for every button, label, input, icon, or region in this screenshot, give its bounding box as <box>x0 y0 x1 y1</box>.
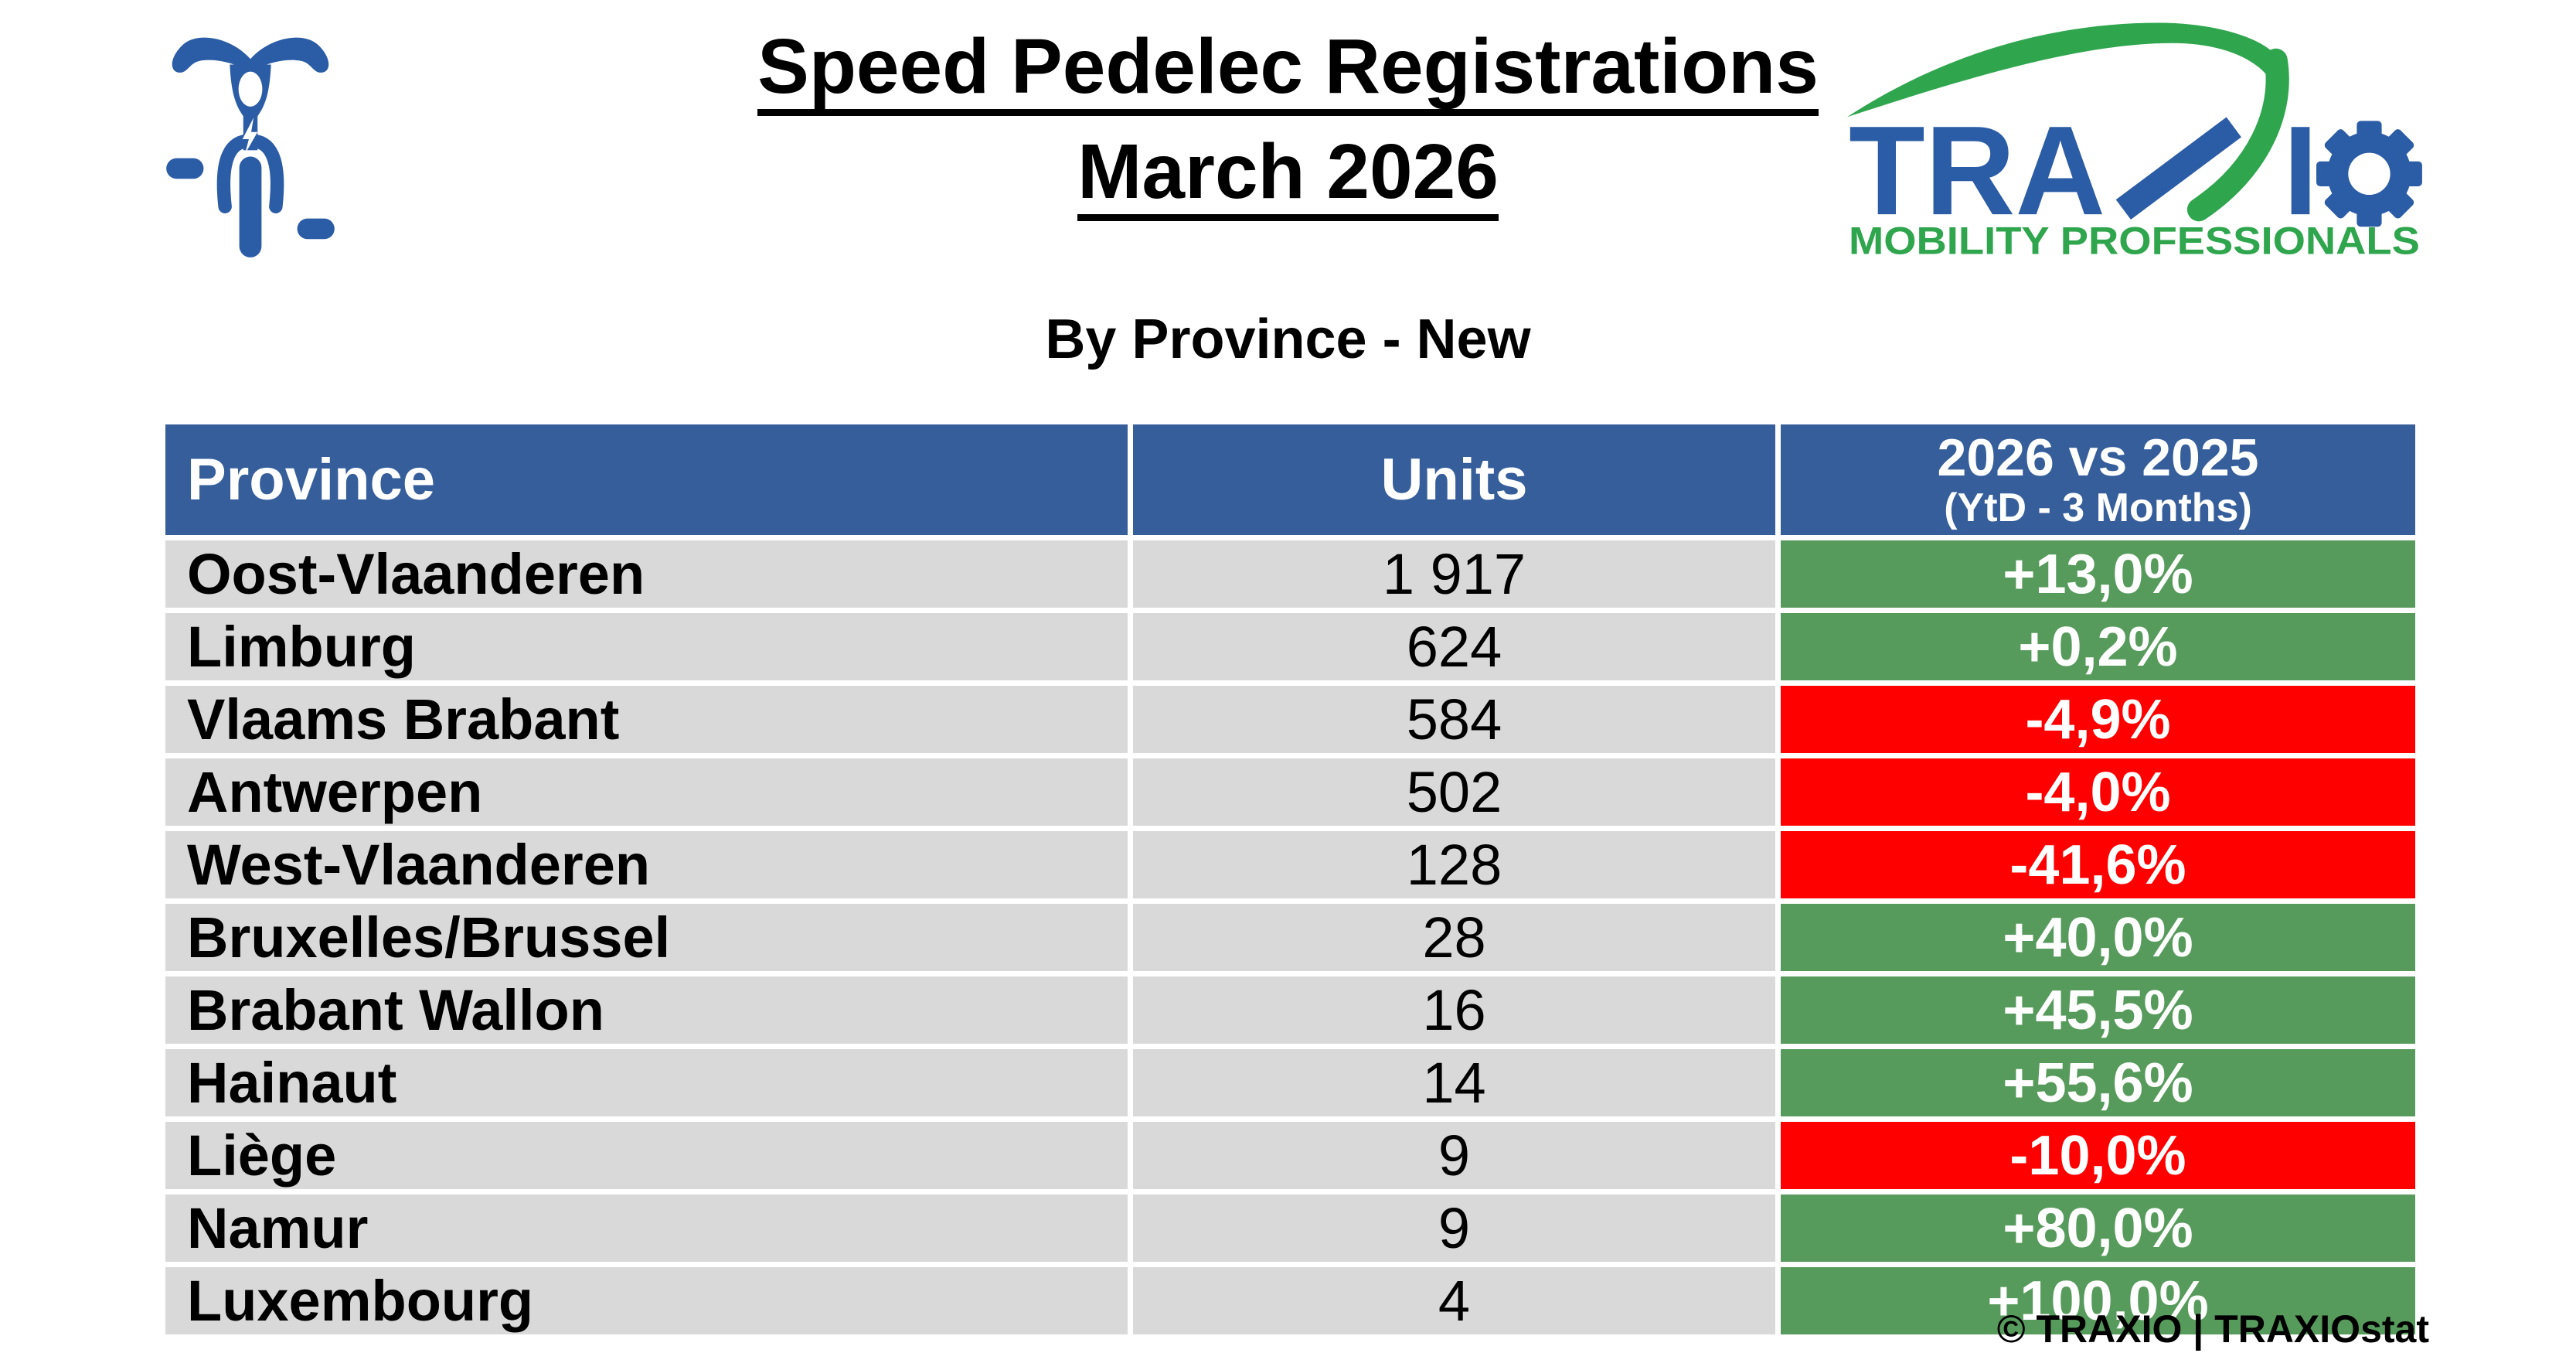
province-cell: West-Vlaanderen <box>160 826 1133 904</box>
province-cell: Brabant Wallon <box>160 971 1133 1049</box>
province-cell: Bruxelles/Brussel <box>160 898 1133 976</box>
column-header-change-sub: (YtD - 3 Months) <box>1944 485 2252 530</box>
province-cell: Liège <box>160 1116 1133 1195</box>
change-cell: -41,6% <box>1775 826 2421 904</box>
table-body: Oost-Vlaanderen 1 917 +13,0% Limburg 624… <box>160 535 2421 1340</box>
change-cell: -4,9% <box>1775 680 2421 758</box>
table-row: Hainaut 14 +55,6% <box>160 1044 2421 1122</box>
copyright-credit: © TRAXIO | TRAXIOstat <box>1996 1307 2429 1351</box>
units-cell: 4 <box>1128 1262 1781 1340</box>
headtube-hole <box>238 71 263 107</box>
units-cell: 28 <box>1128 898 1781 976</box>
units-cell: 1 917 <box>1128 535 1781 613</box>
change-cell: +0,2% <box>1775 608 2421 686</box>
table-row: Brabant Wallon 16 +45,5% <box>160 971 2421 1049</box>
table-row: Liège 9 -10,0% <box>160 1116 2421 1195</box>
change-cell: +45,5% <box>1775 971 2421 1049</box>
ebike-icon <box>166 37 335 257</box>
logo-text-i: I <box>2283 99 2319 241</box>
page-title-text: Speed Pedelec Registrations <box>757 26 1819 116</box>
province-cell: Luxembourg <box>160 1262 1133 1340</box>
swoosh-curve <box>1847 22 2282 118</box>
page-title: Speed Pedelec Registrations <box>0 26 2576 116</box>
logo-text-tra: TRA <box>1849 99 2105 241</box>
change-cell: +80,0% <box>1775 1189 2421 1267</box>
traxio-logo: TRA I MOBILITY PROFESSIONALS <box>1847 22 2422 261</box>
units-cell: 14 <box>1128 1044 1781 1122</box>
page-title-date: March 2026 <box>0 131 2576 221</box>
table-row: Oost-Vlaanderen 1 917 +13,0% <box>160 535 2421 613</box>
title-block: Speed Pedelec Registrations March 2026 <box>0 26 2576 237</box>
logo-x-stroke <box>2115 117 2241 220</box>
change-cell: +55,6% <box>1775 1044 2421 1122</box>
change-cell: -4,0% <box>1775 753 2421 831</box>
column-header-change: 2026 vs 2025 (YtD - 3 Months) <box>1775 419 2421 540</box>
change-cell: +100,0% <box>1775 1262 2421 1340</box>
province-cell: Antwerpen <box>160 753 1133 831</box>
table-caption: By Province - New <box>1045 308 1531 370</box>
province-cell: Vlaams Brabant <box>160 680 1133 758</box>
units-cell: 624 <box>1128 608 1781 686</box>
change-cell: +13,0% <box>1775 535 2421 613</box>
province-cell: Oost-Vlaanderen <box>160 535 1133 613</box>
swoosh-tail <box>2186 48 2289 222</box>
table-row: Limburg 624 +0,2% <box>160 608 2421 686</box>
column-header-province: Province <box>160 419 1133 540</box>
page-title-date-text: March 2026 <box>1077 131 1499 221</box>
column-header-units: Units <box>1128 419 1781 540</box>
units-cell: 584 <box>1128 680 1781 758</box>
units-cell: 502 <box>1128 753 1781 831</box>
units-cell: 9 <box>1128 1116 1781 1195</box>
province-cell: Namur <box>160 1189 1133 1267</box>
table-row: Namur 9 +80,0% <box>160 1189 2421 1267</box>
units-cell: 9 <box>1128 1189 1781 1267</box>
table-row: Luxembourg 4 +100,0% <box>160 1262 2421 1340</box>
gear-icon <box>2316 121 2422 227</box>
table-row: Vlaams Brabant 584 -4,9% <box>160 680 2421 758</box>
table-row: Antwerpen 502 -4,0% <box>160 753 2421 831</box>
units-cell: 128 <box>1128 826 1781 904</box>
logo-tagline: MOBILITY PROFESSIONALS <box>1849 219 2420 261</box>
registrations-table: Province Units 2026 vs 2025 (YtD - 3 Mon… <box>160 419 2421 1340</box>
table-header: Province Units 2026 vs 2025 (YtD - 3 Mon… <box>160 419 2421 540</box>
column-header-change-main: 2026 vs 2025 <box>1937 428 2259 488</box>
units-cell: 16 <box>1128 971 1781 1049</box>
province-cell: Limburg <box>160 608 1133 686</box>
lightning-bolt-icon <box>242 118 258 155</box>
change-cell: -10,0% <box>1775 1116 2421 1195</box>
province-cell: Hainaut <box>160 1044 1133 1122</box>
table-row: Bruxelles/Brussel 28 +40,0% <box>160 898 2421 976</box>
change-cell: +40,0% <box>1775 898 2421 976</box>
table-row: West-Vlaanderen 128 -41,6% <box>160 826 2421 904</box>
